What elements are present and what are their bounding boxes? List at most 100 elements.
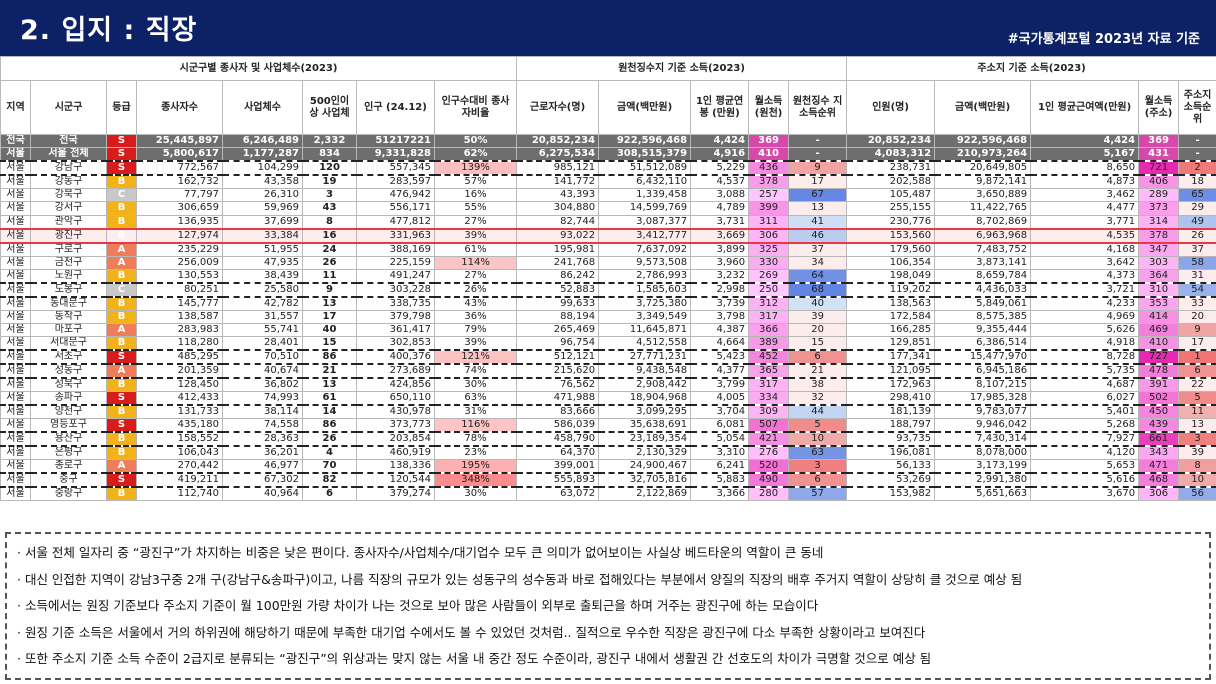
cell-w-rank: 6 — [788, 349, 848, 365]
cell-big: 26 — [302, 431, 357, 447]
cell-biz: 36,201 — [222, 445, 303, 461]
cell-gu: 서초구 — [30, 349, 107, 365]
cell-region: 서울 — [0, 391, 31, 406]
cell-a-amt: 9,783,077 — [934, 404, 1032, 420]
cell-region: 서울 — [0, 472, 31, 488]
cell-w-mon: 490 — [748, 472, 790, 488]
cell-ratio: 63% — [433, 391, 518, 406]
cell-a-cnt: 179,560 — [846, 242, 936, 257]
cell-w-mon: 317 — [748, 377, 790, 393]
cell-ratio: 36% — [433, 309, 518, 324]
note-line: · 원징 기준 소득은 서울에서 거의 하위권에 해당하기 때문에 부족한 대기… — [17, 624, 926, 640]
cell-biz: 26,310 — [222, 188, 303, 203]
cell-big: 11 — [302, 268, 357, 284]
cell-w-avg: 3,669 — [690, 227, 750, 244]
column-header: 주소지 소득순위 — [1178, 80, 1216, 135]
cell-ratio: 27% — [433, 268, 518, 284]
cell-w-amt: 9,438,548 — [598, 363, 692, 379]
cell-region: 서울 — [0, 349, 31, 365]
cell-a-amt: 8,702,869 — [934, 214, 1032, 230]
cell-w-amt: 35,638,691 — [598, 418, 692, 433]
cell-a-mon: 310 — [1138, 281, 1180, 298]
cell-a-amt: 922,596,468 — [934, 133, 1032, 149]
cell-biz: 43,358 — [222, 174, 303, 190]
cell-w-rank: 20 — [788, 322, 848, 338]
cell-a-rank: 8 — [1178, 459, 1216, 474]
cell-w-cnt: 985,121 — [516, 160, 600, 176]
cell-a-rank: 13 — [1178, 418, 1216, 433]
column-header: 금액(백만원) — [934, 80, 1032, 135]
cell-a-avg: 3,771 — [1030, 214, 1140, 230]
cell-a-avg: 4,687 — [1030, 377, 1140, 393]
cell-pop: 302,853 — [356, 336, 435, 351]
cell-a-avg: 5,268 — [1030, 418, 1140, 433]
cell-w-rank: 41 — [788, 214, 848, 230]
cell-ratio: 26% — [433, 281, 518, 298]
cell-gu: 강동구 — [30, 174, 107, 190]
page-title: 2. 입지 : 직장 — [20, 15, 198, 46]
cell-a-mon: 468 — [1138, 472, 1180, 488]
cell-grade: C — [106, 281, 137, 298]
cell-ratio: 62% — [433, 147, 518, 162]
cell-w-rank: 64 — [788, 268, 848, 284]
cell-region: 서울 — [0, 227, 31, 244]
cell-pop: 283,597 — [356, 174, 435, 190]
cell-biz: 36,802 — [222, 377, 303, 393]
column-header: 사업체수 — [222, 80, 303, 135]
cell-a-avg: 3,462 — [1030, 188, 1140, 203]
cell-ratio: 50% — [433, 133, 518, 149]
cell-biz: 28,401 — [222, 336, 303, 351]
cell-w-mon: 311 — [748, 214, 790, 230]
cell-a-mon: 478 — [1138, 363, 1180, 379]
cell-w-mon: 365 — [748, 363, 790, 379]
cell-pop: 120,544 — [356, 472, 435, 488]
cell-gu: 도봉구 — [30, 281, 107, 298]
cell-pop: 51217221 — [356, 133, 435, 149]
cell-w-mon: 257 — [748, 188, 790, 203]
cell-workers: 25,445,897 — [136, 133, 223, 149]
cell-gu: 성동구 — [30, 363, 107, 379]
cell-w-amt: 6,432,110 — [598, 174, 692, 190]
cell-a-avg: 4,918 — [1030, 336, 1140, 351]
cell-workers: 127,974 — [136, 227, 223, 244]
cell-a-amt: 9,355,444 — [934, 322, 1032, 338]
table-row: 서울 마포구 A 283,983 55,741 40 361,417 79% 265,469 11… — [0, 322, 1216, 338]
cell-w-cnt: 265,469 — [516, 322, 600, 338]
cell-big: 86 — [302, 349, 357, 365]
cell-biz: 74,993 — [222, 391, 303, 406]
cell-a-rank: 37 — [1178, 242, 1216, 257]
table-row: 서울 노원구 B 130,553 38,439 11 491,247 27% 86,242 2,7… — [0, 268, 1216, 284]
cell-workers: 5,800,617 — [136, 147, 223, 162]
cell-ratio: 27% — [433, 214, 518, 230]
cell-workers: 419,211 — [136, 472, 223, 488]
cell-grade: S — [106, 391, 137, 406]
cell-big: 26 — [302, 255, 357, 270]
cell-ratio: 43% — [433, 295, 518, 311]
cell-w-avg: 3,739 — [690, 295, 750, 311]
cell-w-cnt: 63,072 — [516, 486, 600, 502]
cell-w-cnt: 458,790 — [516, 431, 600, 447]
cell-big: 15 — [302, 336, 357, 351]
cell-a-amt: 7,430,314 — [934, 431, 1032, 447]
cell-w-avg: 5,883 — [690, 472, 750, 488]
cell-w-rank: 32 — [788, 391, 848, 406]
cell-a-rank: 56 — [1178, 486, 1216, 502]
cell-gu: 동작구 — [30, 309, 107, 324]
cell-big: 19 — [302, 174, 357, 190]
table-row: 서울 중구 S 419,211 67,302 82 120,544 348% 555,893 32… — [0, 472, 1216, 488]
cell-w-mon: 325 — [748, 242, 790, 257]
cell-w-amt: 11,645,871 — [598, 322, 692, 338]
cell-w-avg: 3,899 — [690, 242, 750, 257]
cell-ratio: 121% — [433, 349, 518, 365]
cell-region: 전국 — [0, 133, 31, 149]
cell-grade: A — [106, 255, 137, 270]
cell-pop: 388,169 — [356, 242, 435, 257]
header-bar: 2. 입지 : 직장 #국가통계포털 2023년 자료 기준 — [0, 0, 1216, 56]
cell-region: 서울 — [0, 322, 31, 338]
cell-a-amt: 3,650,889 — [934, 188, 1032, 203]
cell-biz: 33,384 — [222, 227, 303, 244]
cell-a-avg: 4,873 — [1030, 174, 1140, 190]
table-row: 서울 서초구 S 485,295 70,510 86 400,376 121% 512,121 2… — [0, 349, 1216, 365]
column-header-row: 지역 시군구 등급 종사자수 사업체수 500인이상 사업체 인구 (24.12) 인구수대비… — [0, 80, 1216, 135]
cell-a-amt: 15,477,970 — [934, 349, 1032, 365]
